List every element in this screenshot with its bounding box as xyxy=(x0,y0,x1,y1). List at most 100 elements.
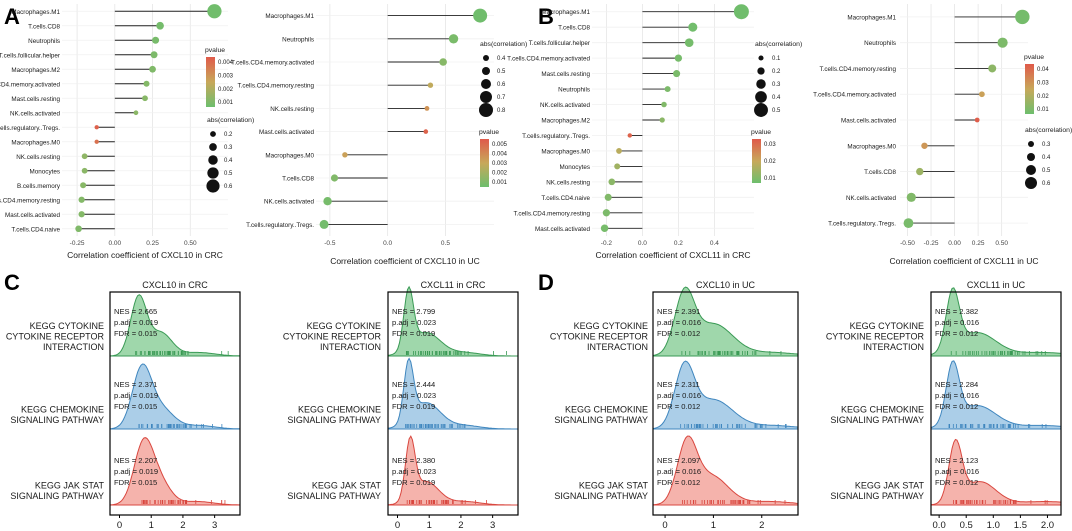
gsea-stat-label: FDR = 0.012 xyxy=(935,478,978,487)
cell-type-label: NK.cells.resting xyxy=(16,154,60,161)
gsea-stat-label: NES = 2.380 xyxy=(392,456,435,465)
lollipop-point xyxy=(616,148,622,154)
cell-type-label: Macrophages.M0 xyxy=(847,143,896,150)
lollipop-point xyxy=(997,37,1008,48)
pathway-label: SIGNALING PATHWAY xyxy=(830,491,924,501)
gsea-stat-label: p.adj = 0.019 xyxy=(114,318,158,327)
size-legend-dot xyxy=(1027,153,1035,161)
cell-type-label: T.cells.CD8 xyxy=(558,25,590,32)
cell-type-label: T.cells.follicular.helper xyxy=(529,40,590,47)
pathway-label: CYTOKINE RECEPTOR xyxy=(283,332,382,342)
cell-type-label: T.cells.CD4.memory.resting xyxy=(513,210,590,217)
pathway-label: SIGNALING PATHWAY xyxy=(554,491,648,501)
pvalue-legend-title: pvalue xyxy=(479,129,499,136)
lollipop-point xyxy=(94,125,99,130)
gsea-stat-label: FDR = 0.012 xyxy=(657,329,700,338)
cell-type-label: Neutrophils xyxy=(558,87,590,94)
lollipop-point xyxy=(207,4,222,19)
x-tick-label: 2 xyxy=(759,520,764,531)
density-ridge xyxy=(387,435,518,506)
x-axis-label: Correlation coefficient of CXCL10 in CRC xyxy=(67,250,223,260)
panel-label-c: C xyxy=(4,270,20,295)
gsea-stat-label: FDR = 0.012 xyxy=(657,402,700,411)
pvalue-legend-label: 0.01 xyxy=(764,176,776,182)
gsea-stat-label: FDR = 0.012 xyxy=(935,329,978,338)
pathway-label: INTERACTION xyxy=(320,342,381,352)
lollipop-point xyxy=(988,64,997,73)
lollipop-chart-a2: Macrophages.M1 Neutrophils T.cells.CD4.mem… xyxy=(231,4,527,266)
cell-type-label: T.cells.CD4.memory.activated xyxy=(0,81,60,88)
lollipop-point xyxy=(684,38,694,47)
gsea-stat-label: FDR = 0.015 xyxy=(114,329,157,338)
lollipop-point xyxy=(664,86,671,93)
x-tick-label: 0.5 xyxy=(960,520,973,531)
x-axis-label: Correlation coefficient of CXCL10 in UC xyxy=(330,256,480,266)
size-legend-dot xyxy=(481,79,491,89)
gsea-stat-label: FDR = 0.015 xyxy=(114,402,157,411)
x-tick-label: 2.0 xyxy=(1041,520,1054,531)
gsea-stat-label: NES = 2.311 xyxy=(657,380,700,389)
cell-type-label: Macrophages.M0 xyxy=(541,148,590,155)
gsea-stat-label: p.adj = 0.019 xyxy=(114,467,158,476)
pvalue-legend-label: 0.04 xyxy=(1037,67,1049,73)
pathway-label: CYTOKINE RECEPTOR xyxy=(6,332,105,342)
cell-type-label: T.cells.CD8 xyxy=(864,169,896,176)
ridgeline-title: CXCL10 in CRC xyxy=(142,280,208,290)
gsea-stat-label: p.adj = 0.016 xyxy=(657,318,701,327)
lollipop-point xyxy=(133,110,139,116)
cell-type-label: NK.cells.resting xyxy=(546,179,590,186)
lollipop-point xyxy=(600,224,609,233)
size-legend-dot xyxy=(756,79,766,89)
x-tick-label: 0.4 xyxy=(710,240,719,247)
lollipop-point xyxy=(78,196,85,203)
pvalue-color-bar xyxy=(752,139,761,183)
ridgeline-chart-d: CXCL10 in UC NES = 2.391 p.adj = 0.016 FDR … xyxy=(550,280,799,531)
pathway-label: KEGG CHEMOKINE xyxy=(298,405,381,415)
pathway-label: SIGNALING PATHWAY xyxy=(10,491,104,501)
pathway-label: SIGNALING PATHWAY xyxy=(10,415,104,425)
pathway-label: SIGNALING PATHWAY xyxy=(287,491,381,501)
cell-type-label: Mast.cells.activated xyxy=(5,212,60,219)
lollipop-point xyxy=(602,209,611,217)
size-legend-label: 0.3 xyxy=(224,145,233,151)
pathway-label: SIGNALING PATHWAY xyxy=(554,415,648,425)
cell-type-label: T.cells.CD4.memory.activated xyxy=(813,92,896,99)
x-tick-label: 0.2 xyxy=(674,240,683,247)
lollipop-point xyxy=(81,167,88,174)
gsea-stat-label: FDR = 0.019 xyxy=(392,478,435,487)
cell-type-label: Macrophages.M1 xyxy=(11,9,60,16)
size-legend-label: 0.5 xyxy=(224,171,233,177)
size-legend-dot xyxy=(482,67,490,75)
pvalue-legend-label: 0.003 xyxy=(492,161,508,167)
cell-type-label: Neutrophils xyxy=(864,40,896,47)
x-tick-label: 0 xyxy=(117,520,122,531)
lollipop-point xyxy=(473,8,488,23)
gsea-stat-label: NES = 2.444 xyxy=(392,380,435,389)
size-legend-title: abs(correlation) xyxy=(1025,127,1072,134)
size-legend-dot xyxy=(1025,177,1037,189)
x-tick-label: 0 xyxy=(395,520,400,531)
ridgeline-chart-c2: CXCL11 in CRC NES = 2.799 p.adj = 0.023 FDR… xyxy=(283,280,519,531)
density-ridge xyxy=(387,357,518,430)
lollipop-chart-b: Macrophages.M1 T.cells.CD8 T.cells.follicu… xyxy=(507,4,802,260)
pathway-label: SIGNALING PATHWAY xyxy=(287,415,381,425)
lollipop-point xyxy=(1015,9,1030,25)
pathway-label: INTERACTION xyxy=(863,342,924,352)
density-ridge xyxy=(930,438,1062,506)
size-legend-label: 0.4 xyxy=(224,158,233,164)
size-legend-label: 0.8 xyxy=(497,108,506,114)
size-legend-label: 0.2 xyxy=(224,132,233,138)
pvalue-legend-title: pvalue xyxy=(205,47,225,54)
x-tick-label: 0.5 xyxy=(441,240,450,247)
lollipop-point xyxy=(323,197,332,206)
density-ridge xyxy=(652,286,799,357)
pvalue-legend-label: 0.003 xyxy=(218,74,234,80)
gsea-stat-label: NES = 2.123 xyxy=(935,456,978,465)
cell-type-label: T.cells.CD8 xyxy=(282,176,314,183)
pvalue-color-bar xyxy=(480,139,489,187)
ridgeline-frame xyxy=(930,291,1062,516)
size-legend-dot xyxy=(754,103,768,117)
density-ridge xyxy=(652,435,799,506)
cell-type-label: Macrophages.M0 xyxy=(265,152,314,159)
